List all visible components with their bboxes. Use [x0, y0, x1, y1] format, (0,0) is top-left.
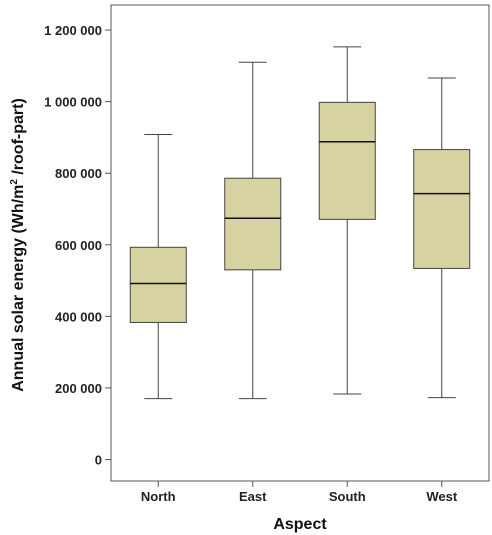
iqr-box — [129, 246, 187, 323]
plot-frame — [110, 4, 490, 482]
y-axis-title-sup: 2 — [9, 179, 20, 185]
box-south — [318, 46, 376, 395]
x-tick-label: East — [239, 489, 267, 504]
y-tick-label: 1 000 000 — [44, 95, 102, 110]
y-axis: 0 200 000 400 000 600 000 800 000 1 000 000 1 … — [44, 23, 111, 468]
y-tick-label: 1 200 000 — [44, 23, 102, 38]
x-tick-label: South — [329, 489, 366, 504]
iqr-box — [318, 101, 376, 220]
box-north — [129, 134, 187, 400]
y-axis-title: Annual solar energy (Wh/m2 /roof-part) — [9, 98, 27, 392]
x-axis: North East South West — [141, 481, 458, 504]
y-tick-label: 200 000 — [55, 381, 102, 396]
x-tick-label: North — [141, 489, 176, 504]
iqr-box — [413, 149, 471, 269]
y-tick-label: 600 000 — [55, 238, 102, 253]
x-axis-title: Aspect — [273, 516, 327, 533]
y-tick-label: 0 — [95, 453, 102, 468]
y-axis-title-tail: /roof-part) — [10, 98, 27, 179]
y-tick-label: 400 000 — [55, 309, 102, 324]
box-east — [224, 61, 282, 400]
box-west — [413, 77, 471, 399]
y-axis-title-main: Annual solar energy (Wh/m — [10, 185, 27, 392]
y-tick-label: 800 000 — [55, 166, 102, 181]
iqr-box — [224, 177, 282, 271]
box-series — [129, 46, 471, 400]
x-tick-label: West — [426, 489, 457, 504]
